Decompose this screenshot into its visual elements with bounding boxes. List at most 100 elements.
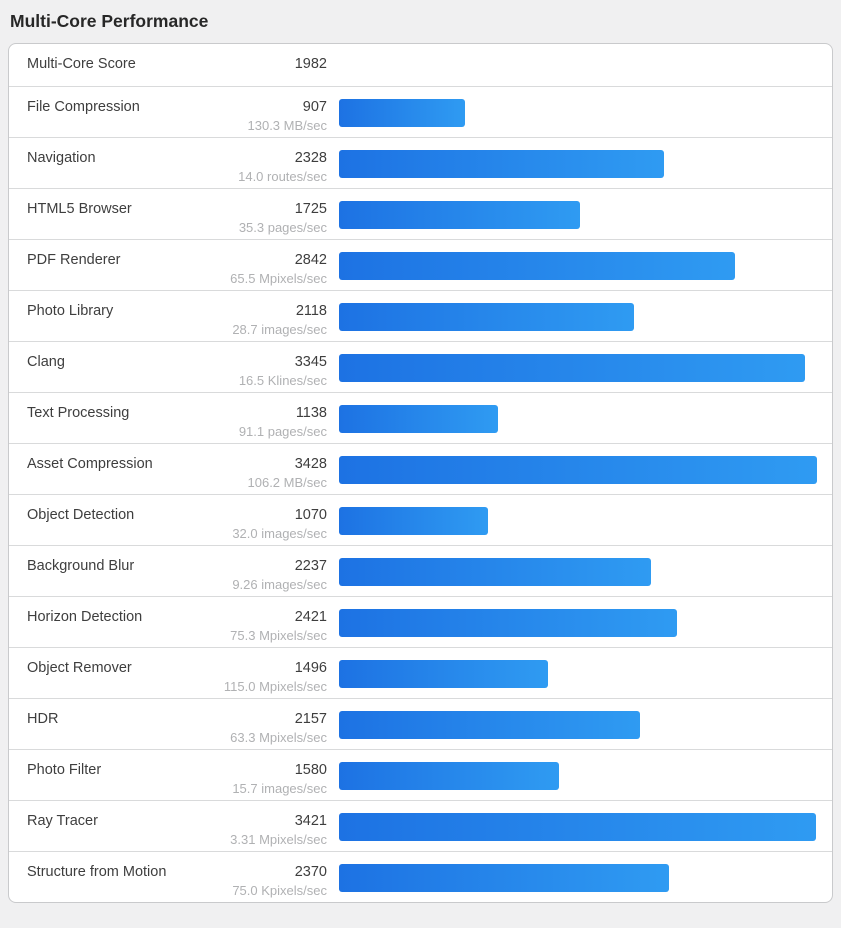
benchmark-results-card: Multi-Core Score 1982 File Compression 9…: [8, 43, 833, 903]
row-bar-section: [339, 444, 817, 494]
row-rate: 115.0 Mpixels/sec: [223, 679, 327, 694]
row-left-section: Navigation 2328 14.0 routes/sec: [9, 138, 339, 188]
row-score: 1580: [294, 762, 327, 778]
row-left-section: Horizon Detection 2421 75.3 Mpixels/sec: [9, 597, 339, 647]
row-left-section: Photo Library 2118 28.7 images/sec: [9, 291, 339, 341]
benchmark-row: Background Blur 2237 9.26 images/sec: [9, 545, 832, 596]
row-score: 2842: [294, 252, 327, 268]
row-rate: 3.31 Mpixels/sec: [230, 832, 327, 847]
benchmark-row: HTML5 Browser 1725 35.3 pages/sec: [9, 188, 832, 239]
score-bar: [339, 201, 580, 229]
benchmark-row: HDR 2157 63.3 Mpixels/sec: [9, 698, 832, 749]
score-bar: [339, 762, 560, 790]
row-left-section: Structure from Motion 2370 75.0 Kpixels/…: [9, 852, 339, 902]
row-score-block: 2157 63.3 Mpixels/sec: [230, 710, 327, 747]
row-score-block: 1725 35.3 pages/sec: [239, 200, 327, 237]
row-rate: 75.3 Mpixels/sec: [230, 628, 327, 643]
row-score: 2328: [294, 150, 327, 166]
row-rate: 130.3 MB/sec: [247, 118, 328, 133]
row-rate: 16.5 Klines/sec: [238, 373, 327, 388]
score-bar: [339, 609, 677, 637]
row-label: Photo Library: [27, 303, 114, 319]
row-bar-section: [339, 648, 817, 698]
score-bar: [339, 711, 640, 739]
row-bar-section: [339, 138, 817, 188]
summary-label: Multi-Core Score: [27, 56, 136, 72]
benchmark-row: Asset Compression 3428 106.2 MB/sec: [9, 443, 832, 494]
row-label: PDF Renderer: [27, 252, 121, 268]
score-bar: [339, 813, 817, 841]
row-rate: 14.0 routes/sec: [238, 169, 327, 184]
score-bar: [339, 150, 664, 178]
row-label: Text Processing: [27, 405, 130, 421]
score-bar: [339, 405, 498, 433]
row-bar-section: [339, 750, 817, 800]
row-score: 1725: [294, 201, 327, 217]
row-score: 3345: [294, 354, 327, 370]
row-score: 2370: [294, 864, 327, 880]
benchmark-row: Structure from Motion 2370 75.0 Kpixels/…: [9, 851, 832, 902]
summary-bar-spacer: [339, 44, 817, 86]
row-bar-section: [339, 495, 817, 545]
row-bar-section: [339, 801, 817, 851]
row-left-section: PDF Renderer 2842 65.5 Mpixels/sec: [9, 240, 339, 290]
page-title: Multi-Core Performance: [10, 11, 209, 31]
row-bar-section: [339, 342, 817, 392]
row-left-section: File Compression 907 130.3 MB/sec: [9, 87, 339, 137]
score-bar: [339, 456, 817, 484]
row-score-block: 1580 15.7 images/sec: [232, 761, 327, 798]
score-bar: [339, 252, 736, 280]
row-rate: 91.1 pages/sec: [238, 424, 327, 439]
row-rate: 32.0 images/sec: [232, 526, 327, 541]
row-label: HTML5 Browser: [27, 201, 132, 217]
score-bar: [339, 303, 635, 331]
row-rate: 63.3 Mpixels/sec: [230, 730, 327, 745]
row-bar-section: [339, 699, 817, 749]
row-score: 3421: [294, 813, 327, 829]
row-left-section: Text Processing 1138 91.1 pages/sec: [9, 393, 339, 443]
row-left-section: Object Remover 1496 115.0 Mpixels/sec: [9, 648, 339, 698]
row-bar-section: [339, 240, 817, 290]
row-left-section: Ray Tracer 3421 3.31 Mpixels/sec: [9, 801, 339, 851]
row-bar-section: [339, 546, 817, 596]
row-label: Clang: [27, 354, 65, 370]
row-score-block: 3345 16.5 Klines/sec: [239, 353, 327, 390]
row-rate: 28.7 images/sec: [232, 322, 327, 337]
score-bar: [339, 99, 466, 127]
row-score-block: 3428 106.2 MB/sec: [248, 455, 328, 492]
score-bar: [339, 864, 670, 892]
row-score: 1138: [295, 405, 327, 421]
row-score-block: 2370 75.0 Kpixels/sec: [232, 863, 327, 900]
row-label: Object Remover: [27, 660, 132, 676]
row-label: Navigation: [27, 150, 96, 166]
score-bar: [339, 507, 489, 535]
row-left-section: HTML5 Browser 1725 35.3 pages/sec: [9, 189, 339, 239]
benchmark-row: Photo Library 2118 28.7 images/sec: [9, 290, 832, 341]
row-score: 907: [302, 99, 327, 115]
row-left-section: Asset Compression 3428 106.2 MB/sec: [9, 444, 339, 494]
row-score-block: 2328 14.0 routes/sec: [238, 149, 327, 186]
summary-score: 1982: [294, 56, 327, 72]
row-label: Asset Compression: [27, 456, 153, 472]
row-label: Structure from Motion: [27, 864, 167, 880]
row-bar-section: [339, 393, 817, 443]
row-bar-section: [339, 87, 817, 137]
score-bar: [339, 660, 548, 688]
benchmark-row: Object Detection 1070 32.0 images/sec: [9, 494, 832, 545]
row-score: 3428: [294, 456, 327, 472]
row-score-block: 2421 75.3 Mpixels/sec: [230, 608, 327, 645]
row-left-section: Object Detection 1070 32.0 images/sec: [9, 495, 339, 545]
row-label: Object Detection: [27, 507, 135, 523]
row-rate: 75.0 Kpixels/sec: [232, 883, 327, 898]
row-bar-section: [339, 189, 817, 239]
score-bar: [339, 558, 651, 586]
row-score-block: 3421 3.31 Mpixels/sec: [230, 812, 327, 849]
score-bar: [339, 354, 806, 382]
row-rate: 35.3 pages/sec: [238, 220, 327, 235]
row-bar-section: [339, 291, 817, 341]
benchmark-row: Photo Filter 1580 15.7 images/sec: [9, 749, 832, 800]
row-score-block: 2237 9.26 images/sec: [232, 557, 327, 594]
row-label: Background Blur: [27, 558, 135, 574]
row-score: 1070: [294, 507, 327, 523]
row-label: Photo Filter: [27, 762, 102, 778]
